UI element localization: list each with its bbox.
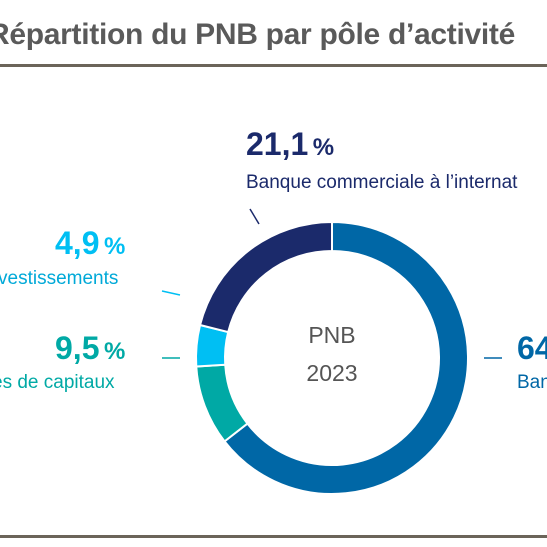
- category-label-marches: és de capitaux: [0, 372, 115, 393]
- value-label-investissements: 4,9 %: [55, 225, 125, 262]
- slice-marches-capitaux: [195, 363, 249, 443]
- bottom-rule: [0, 535, 547, 538]
- value-marches: 9,5: [55, 330, 100, 366]
- value-label-international: 21,1 %: [246, 126, 334, 163]
- leader-line-international: [249, 208, 260, 225]
- slice-international: [198, 220, 333, 334]
- chart-title: Répartition du PNB par pôle d’activité: [0, 18, 516, 51]
- category-label-investissements: vestissements: [0, 268, 119, 289]
- leader-line-investissements: [161, 290, 181, 296]
- value-investissements: 4,9: [55, 225, 100, 261]
- category-label-france: Ban: [517, 372, 547, 393]
- value-label-marches: 9,5 %: [55, 330, 125, 367]
- slice-banque-france: [223, 220, 469, 495]
- value-label-france: 64: [517, 330, 547, 367]
- title-rule: [0, 64, 547, 67]
- percent-sign-international: %: [312, 134, 335, 161]
- category-label-international: Banque commerciale à l’internat: [246, 172, 518, 193]
- value-international: 21,1: [246, 126, 309, 162]
- percent-sign-investissements: %: [103, 233, 126, 260]
- value-france: 64: [517, 330, 547, 366]
- center-label-line2: 2023: [306, 360, 358, 386]
- center-label-line1: PNB: [308, 322, 356, 348]
- percent-sign-marches: %: [103, 338, 126, 365]
